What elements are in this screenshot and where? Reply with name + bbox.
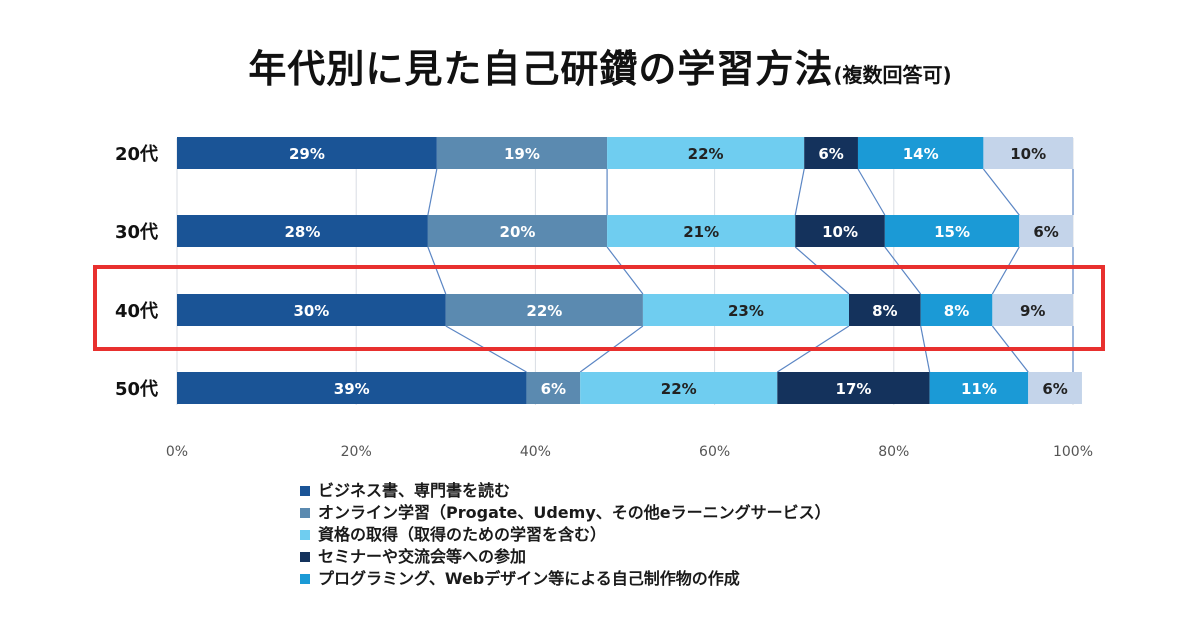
bar-segment [607, 137, 805, 169]
connector-line [606, 246, 644, 295]
connector-line [991, 246, 1020, 295]
legend-item: プログラミング、Webデザイン等による自己制作物の作成 [300, 568, 831, 590]
data-label: 9% [1020, 302, 1045, 320]
bar-segment [777, 372, 930, 404]
data-label: 6% [818, 145, 843, 163]
connector-line [427, 168, 438, 216]
chart-title: 年代別に見た自己研鑽の学習方法(複数回答可) [0, 38, 1200, 93]
bar-segment [580, 372, 778, 404]
legend-item: オンライン学習（Progate、Udemy、その他eラーニングサービス） [300, 502, 831, 524]
bar-segment [436, 137, 608, 169]
connector-line [794, 246, 850, 295]
data-label: 23% [728, 302, 764, 320]
bar-segment [1028, 372, 1082, 404]
x-tick-label: 60% [699, 444, 730, 460]
data-label: 15% [934, 223, 970, 241]
legend-label: オンライン学習（Progate、Udemy、その他eラーニングサービス） [318, 503, 831, 522]
bar-segment [177, 215, 428, 247]
bar-segment [849, 294, 921, 326]
chart-subtitle: (複数回答可) [833, 63, 952, 87]
connector-line [982, 168, 1020, 216]
bar-segment [920, 294, 993, 326]
bar-segment [177, 137, 437, 169]
connector-line [884, 246, 922, 295]
category-label: 20代 [115, 144, 158, 165]
data-label: 22% [526, 302, 562, 320]
data-label: 6% [1033, 223, 1058, 241]
bar-segment [642, 294, 849, 326]
data-label: 8% [872, 302, 897, 320]
x-tick-label: 20% [341, 444, 372, 460]
bar-segment [1019, 215, 1073, 247]
legend: ビジネス書、専門書を読むオンライン学習（Progate、Udemy、その他eラー… [300, 480, 831, 590]
legend-label: 資格の取得（取得のための学習を含む） [318, 525, 607, 544]
data-label: 14% [903, 145, 939, 163]
bar-segment [177, 372, 527, 404]
legend-item: セミナーや交流会等への参加 [300, 546, 831, 568]
chart-title-main: 年代別に見た自己研鑽の学習方法 [248, 47, 834, 91]
data-label: 22% [661, 380, 697, 398]
legend-swatch [300, 574, 310, 584]
legend-label: プログラミング、Webデザイン等による自己制作物の作成 [318, 569, 740, 588]
x-tick-label: 100% [1053, 444, 1093, 460]
data-label: 6% [541, 380, 566, 398]
x-tick-label: 40% [520, 444, 551, 460]
data-label: 11% [961, 380, 997, 398]
category-label: 40代 [115, 301, 158, 322]
bar-segment [857, 137, 984, 169]
x-tick-label: 80% [878, 444, 909, 460]
bar-segment [929, 372, 1029, 404]
legend-swatch [300, 530, 310, 540]
legend-label: ビジネス書、専門書を読む [318, 481, 511, 500]
bar-segment [992, 294, 1073, 326]
bar-segment [427, 215, 608, 247]
bar-segment [445, 294, 643, 326]
legend-item: ビジネス書、専門書を読む [300, 480, 831, 502]
data-label: 29% [289, 145, 325, 163]
category-label: 30代 [115, 222, 158, 243]
bar-segment [526, 372, 581, 404]
stacked-bar-chart: 29% 19% 22% 6% 14% 10% 20代 28% 20% 21% 10% 15% 6% 30代… [93, 137, 1105, 460]
legend-item: 資格の取得（取得のための学習を含む） [300, 524, 831, 546]
data-label: 20% [500, 223, 536, 241]
connector-line [794, 168, 805, 216]
bar-segment [983, 137, 1073, 169]
data-label: 22% [688, 145, 724, 163]
data-label: 19% [504, 145, 540, 163]
data-label: 10% [1010, 145, 1046, 163]
connector-line [857, 168, 886, 216]
category-label: 50代 [115, 379, 158, 400]
bar-segment [607, 215, 796, 247]
bar-segment [795, 215, 885, 247]
connector-line [427, 246, 447, 295]
bar-segment [177, 294, 446, 326]
data-label: 6% [1042, 380, 1067, 398]
x-tick-label: 0% [166, 444, 188, 460]
data-label: 8% [944, 302, 969, 320]
legend-label: セミナーや交流会等への参加 [318, 547, 527, 566]
legend-swatch [300, 486, 310, 496]
legend-swatch [300, 552, 310, 562]
data-label: 10% [822, 223, 858, 241]
data-label: 28% [284, 223, 320, 241]
legend-swatch [300, 508, 310, 518]
bar-segment [884, 215, 1020, 247]
data-label: 21% [683, 223, 719, 241]
data-label: 17% [836, 380, 872, 398]
highlight-box [93, 265, 1105, 351]
bar-segment [804, 137, 858, 169]
data-label: 30% [293, 302, 329, 320]
data-label: 39% [334, 380, 370, 398]
